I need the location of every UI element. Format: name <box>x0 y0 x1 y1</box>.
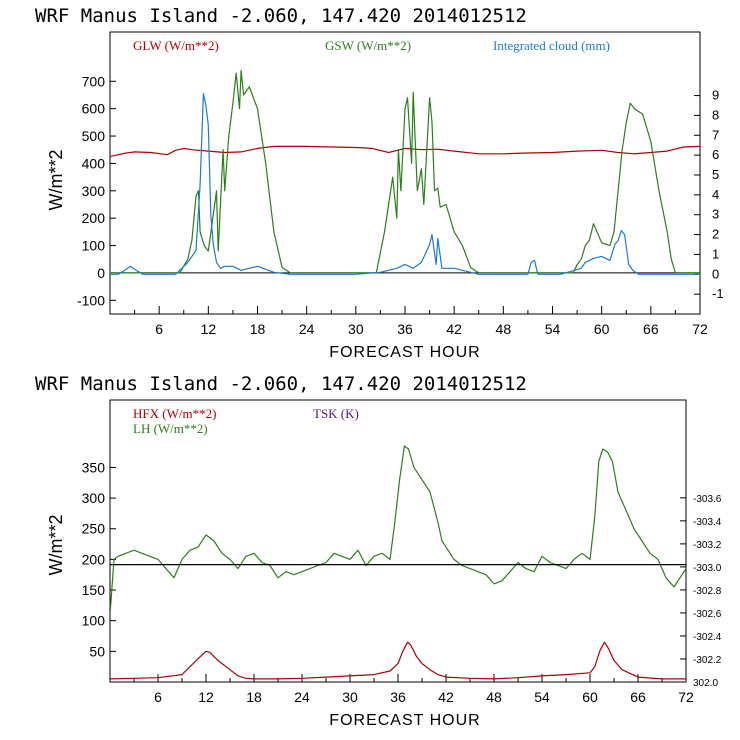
x-tick-label: 30 <box>348 321 364 337</box>
x-tick-label: 48 <box>486 689 502 705</box>
series-line-3 <box>110 92 700 275</box>
y2-tick-label: -303.0 <box>693 563 722 574</box>
y-tick-label: -100 <box>77 292 105 308</box>
series-line-1 <box>110 641 686 680</box>
x-tick-label: 54 <box>534 689 550 705</box>
x-tick-label: 18 <box>246 689 262 705</box>
chart-panel-1: WRF Manus Island -2.060, 147.420 2014012… <box>35 5 724 361</box>
y2-tick-label: 1 <box>712 246 719 261</box>
y-tick-label: 350 <box>82 459 106 475</box>
x-axis-label: FORECAST HOUR <box>329 712 480 729</box>
x-tick-label: 6 <box>154 689 162 705</box>
y-tick-label: 400 <box>82 155 106 171</box>
series-line-2 <box>110 445 686 615</box>
y-tick-label: 700 <box>82 73 106 89</box>
x-tick-label: 6 <box>155 321 163 337</box>
chart-title: WRF Manus Island -2.060, 147.420 2014012… <box>35 373 527 395</box>
y2-tick-label: -302.2 <box>693 655 722 666</box>
x-tick-label: 48 <box>496 321 512 337</box>
y-tick-label: 200 <box>82 210 106 226</box>
y-axis-label: W/m**2 <box>46 149 66 210</box>
x-tick-label: 60 <box>582 689 598 705</box>
legend-entry-3: TSK (K) <box>313 406 359 421</box>
y-tick-label: 150 <box>82 582 106 598</box>
x-tick-label: 66 <box>643 321 659 337</box>
y-tick-label: 600 <box>82 101 106 117</box>
y2-tick-label: 302.0 <box>693 678 718 689</box>
x-tick-label: 42 <box>438 689 454 705</box>
y2-tick-label: -303.4 <box>693 517 722 528</box>
legend-entry-3: Integrated cloud (mm) <box>493 38 610 53</box>
plot-frame <box>109 31 701 315</box>
x-tick-label: 42 <box>446 321 462 337</box>
y2-tick-label: -302.6 <box>693 609 722 620</box>
x-tick-label: 12 <box>201 321 217 337</box>
series-line-1 <box>110 145 700 158</box>
y2-tick-label: -302.4 <box>693 632 722 643</box>
y2-tick-label: -303.2 <box>693 540 722 551</box>
x-tick-label: 36 <box>390 689 406 705</box>
y2-tick-label: 9 <box>712 88 719 103</box>
y2-tick-label: 7 <box>712 127 719 142</box>
y-tick-label: 100 <box>82 613 106 629</box>
y2-tick-label: -302.8 <box>693 586 722 597</box>
legend-entry-1: GLW (W/m**2) <box>133 38 219 53</box>
x-tick-label: 36 <box>397 321 413 337</box>
y2-tick-label: -303.6 <box>693 494 722 505</box>
y-tick-label: 300 <box>82 183 106 199</box>
y2-tick-label: 4 <box>712 187 719 202</box>
x-tick-label: 54 <box>545 321 561 337</box>
y-tick-label: 50 <box>89 643 105 659</box>
y2-tick-label: 2 <box>712 227 719 242</box>
y2-tick-label: 0 <box>712 266 719 281</box>
y2-tick-label: -1 <box>712 286 724 301</box>
y-tick-label: 300 <box>82 490 106 506</box>
y-tick-label: 250 <box>82 521 106 537</box>
y2-tick-label: 5 <box>712 167 719 182</box>
y-tick-label: 200 <box>82 551 106 567</box>
x-tick-label: 12 <box>198 689 214 705</box>
x-tick-label: 24 <box>299 321 315 337</box>
series-line-2 <box>110 69 700 274</box>
legend-entry-1: HFX (W/m**2) <box>133 406 216 421</box>
y2-tick-label: 8 <box>712 107 719 122</box>
y-tick-label: 0 <box>97 265 105 281</box>
chart-title: WRF Manus Island -2.060, 147.420 2014012… <box>35 5 527 27</box>
y-tick-label: 500 <box>82 128 106 144</box>
x-tick-label: 18 <box>250 321 266 337</box>
y2-tick-label: 3 <box>712 207 719 222</box>
y-tick-label: 100 <box>82 238 106 254</box>
x-tick-label: 60 <box>594 321 610 337</box>
x-tick-label: 72 <box>692 321 708 337</box>
x-tick-label: 30 <box>342 689 358 705</box>
plot-frame <box>109 399 687 683</box>
legend-entry-2: LH (W/m**2) <box>133 421 208 436</box>
x-tick-label: 72 <box>678 689 694 705</box>
y2-tick-label: 6 <box>712 147 719 162</box>
y-axis-label: W/m**2 <box>46 514 66 575</box>
chart-panel-2: WRF Manus Island -2.060, 147.420 2014012… <box>35 373 722 729</box>
x-axis-label: FORECAST HOUR <box>329 344 480 361</box>
legend-entry-2: GSW (W/m**2) <box>325 38 411 53</box>
x-tick-label: 66 <box>630 689 646 705</box>
x-tick-label: 24 <box>294 689 310 705</box>
